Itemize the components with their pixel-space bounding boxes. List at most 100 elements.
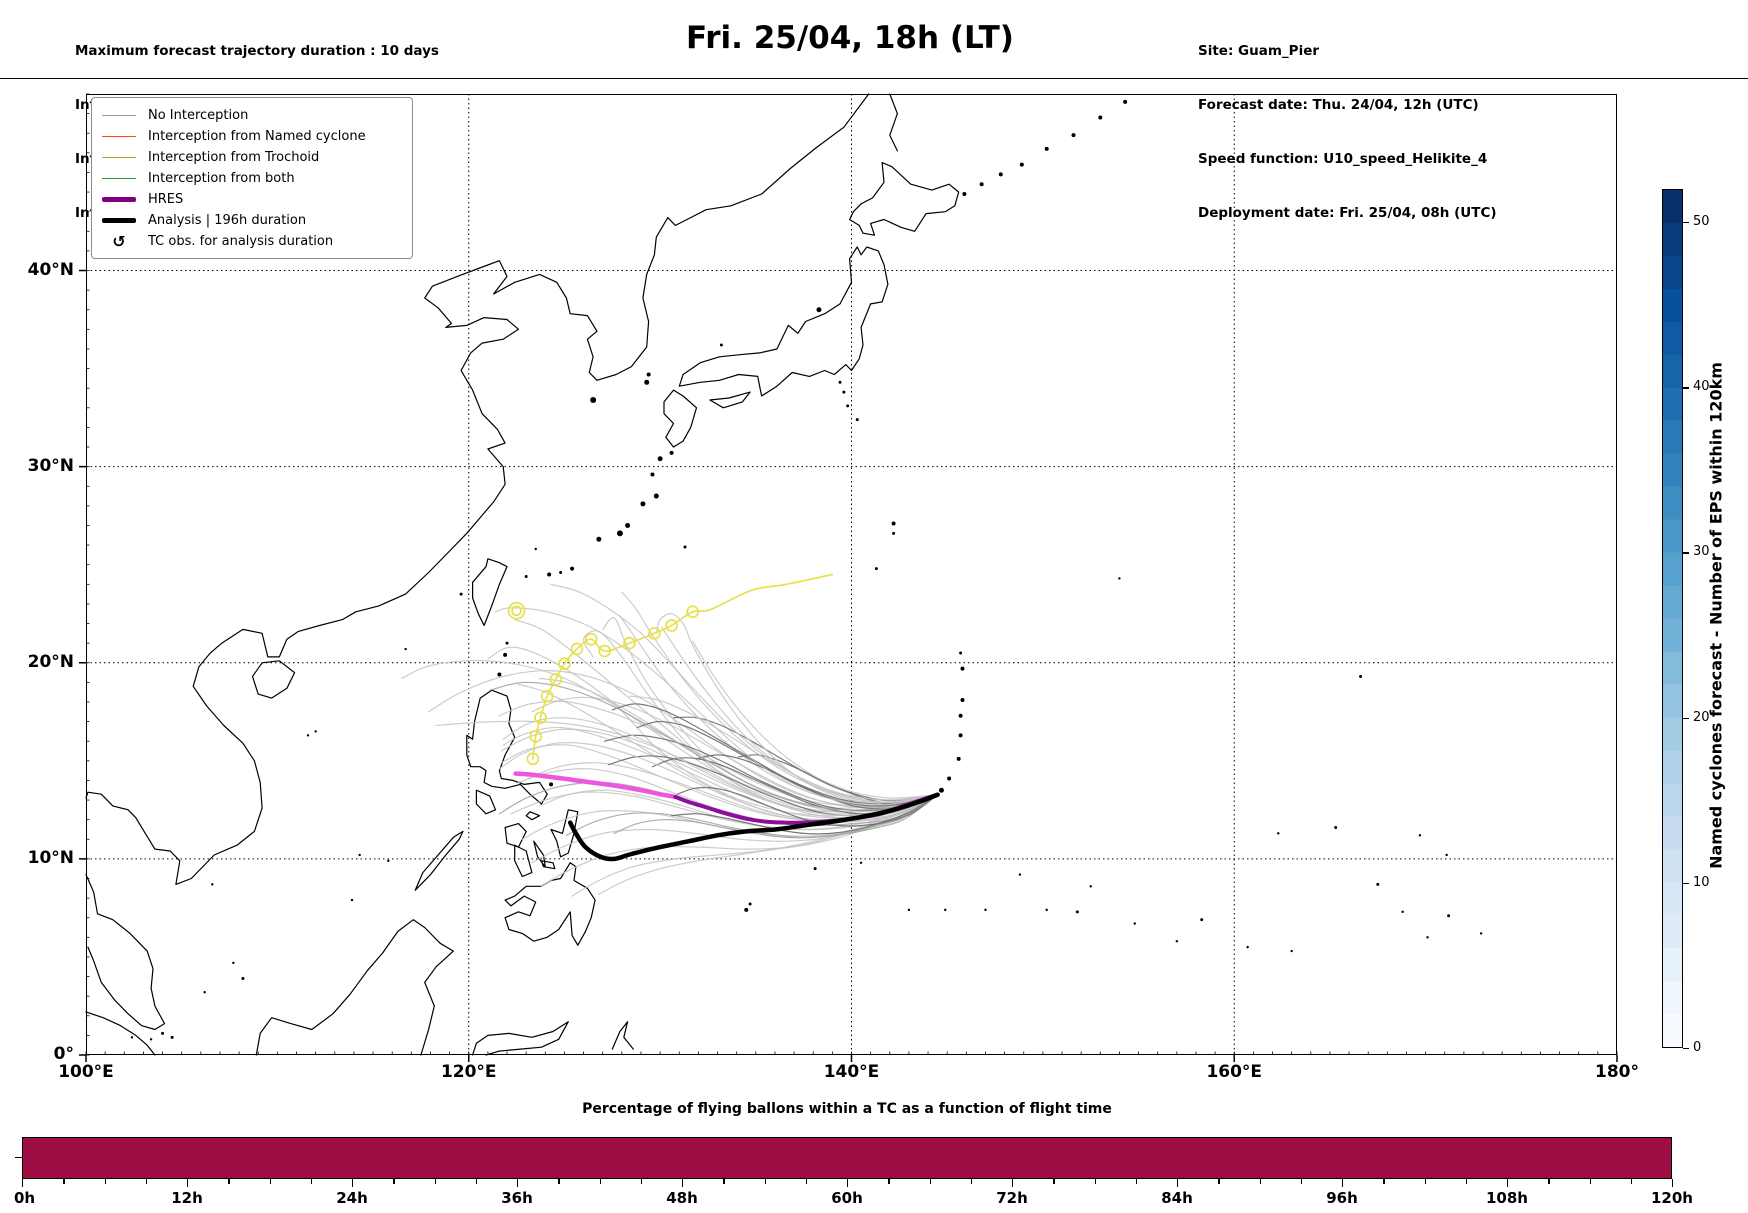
colorbar-tick: [1683, 717, 1689, 719]
legend-item-3: Interception from both: [100, 168, 402, 189]
time-major-tick: [1012, 1179, 1014, 1187]
island-dot: [846, 404, 850, 408]
trajectory-no-interception: [527, 762, 939, 823]
island-dot: [938, 787, 944, 793]
island-dot: [1246, 945, 1249, 949]
island-dot: [644, 379, 650, 385]
island-dot: [1123, 99, 1128, 104]
island-dot: [524, 574, 528, 578]
time-minor-tick: [1630, 1179, 1633, 1184]
lon-tick-label: 160°E: [1206, 1062, 1263, 1082]
island-dot: [944, 908, 947, 912]
island-dot: [640, 501, 646, 507]
time-minor-tick: [640, 1179, 643, 1184]
time-tick-label: 12h: [171, 1189, 203, 1207]
island-dot: [816, 307, 822, 313]
time-tick-label: 96h: [1326, 1189, 1358, 1207]
island-dot: [683, 545, 687, 549]
time-major-tick: [517, 1179, 519, 1187]
time-tick-label: 0h: [14, 1189, 36, 1207]
lon-tick-label: 180°: [1595, 1062, 1639, 1082]
island-dot: [998, 172, 1003, 177]
island-dot: [404, 647, 407, 651]
island-dot: [1175, 940, 1179, 943]
colorbar-tick-label: 30: [1693, 544, 1710, 560]
island-dot: [1334, 825, 1338, 829]
trochoid-loop: [665, 619, 678, 632]
trajectory-no-interception: [550, 583, 939, 801]
trajectory-analysis: [567, 792, 940, 862]
island-dot: [859, 861, 863, 864]
island-dot: [958, 733, 963, 738]
tc-obs-icon: ↺: [112, 231, 126, 251]
time-tick-label: 24h: [336, 1189, 368, 1207]
legend-item-0: No Interception: [100, 105, 402, 126]
map-frame: [86, 94, 1617, 1055]
trochoid-loop: [534, 711, 547, 725]
coastline: [472, 1021, 569, 1056]
time-minor-tick: [1218, 1179, 1220, 1184]
island-dot: [306, 734, 310, 737]
time-minor-tick: [1300, 1179, 1303, 1184]
island-dot: [549, 782, 554, 787]
island-dot: [813, 867, 817, 871]
time-major-tick: [1177, 1179, 1179, 1187]
island-dot: [962, 192, 967, 197]
island-dot: [959, 651, 963, 655]
time-minor-tick: [929, 1179, 931, 1184]
legend-item-4: HRES: [100, 189, 402, 210]
legend-item-label: HRES: [148, 192, 184, 207]
island-dot: [358, 853, 361, 857]
island-dot: [1479, 932, 1483, 935]
coastline: [251, 660, 296, 699]
lat-tick-label: 30°N: [27, 455, 74, 476]
header-deployment-date: Deployment date: Fri. 25/04, 08h (UTC): [1198, 205, 1497, 221]
header-forecast-date: Forecast date: Thu. 24/04, 12h (UTC): [1198, 97, 1479, 113]
trajectory-no-interception: [619, 615, 939, 804]
time-major-tick: [1342, 1179, 1344, 1187]
island-dot: [497, 672, 502, 677]
coastline: [85, 1011, 156, 1056]
legend-item-1: Interception from Named cyclone: [100, 126, 402, 147]
trajectory-no-interception: [692, 640, 939, 799]
time-major-tick: [1507, 1179, 1509, 1187]
time-minor-tick: [1383, 1179, 1385, 1184]
island-dot: [596, 536, 602, 542]
legend-line-icon: [100, 218, 138, 223]
colorbar-tick-label: 40: [1693, 379, 1710, 395]
trochoid-loop: [549, 673, 563, 686]
island-dot: [1200, 918, 1204, 922]
trochoid-loop: [584, 632, 598, 646]
island-dot: [1018, 873, 1022, 876]
island-dot: [646, 372, 651, 377]
colorbar: [1662, 189, 1683, 1048]
island-dot: [1447, 914, 1451, 918]
time-minor-tick: [63, 1179, 65, 1184]
legend-item-label: TC obs. for analysis duration: [148, 234, 334, 249]
island-dot: [947, 776, 952, 781]
trochoid-loop: [526, 752, 540, 766]
island-dot: [534, 547, 537, 551]
island-dot: [203, 991, 206, 994]
colorbar-tick-label: 20: [1693, 709, 1710, 725]
trochoid-loop: [598, 644, 611, 658]
coastline: [540, 860, 556, 870]
lat-tick-label: 40°N: [27, 259, 74, 280]
island-dot: [625, 522, 631, 528]
island-dot: [232, 961, 235, 965]
lat-tick-label: 10°N: [27, 847, 74, 868]
legend-item-5: Analysis | 196h duration: [100, 210, 402, 231]
time-tick-label: 108h: [1486, 1189, 1528, 1207]
coastline: [678, 246, 889, 397]
island-dot: [1075, 910, 1079, 914]
colorbar-tick-label: 10: [1693, 874, 1710, 890]
header-divider: [0, 78, 1748, 79]
island-dot: [892, 531, 896, 535]
island-dot: [616, 530, 623, 537]
island-dot: [984, 908, 987, 912]
island-dot: [960, 666, 965, 671]
coastline: [849, 162, 960, 236]
legend-box: No Interception Interception from Named c…: [91, 97, 413, 259]
island-dot: [907, 908, 911, 912]
